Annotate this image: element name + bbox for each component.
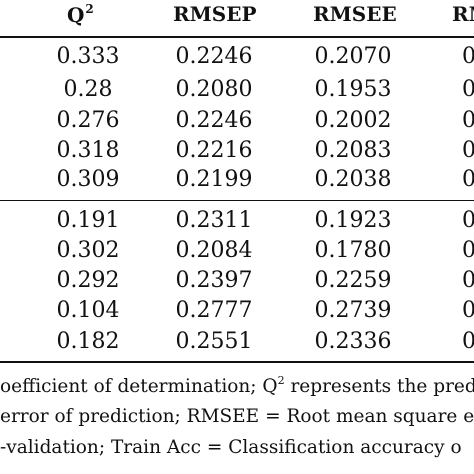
header-rule — [0, 36, 474, 38]
cell-q2: 0.276 — [56, 108, 120, 133]
footnote-line-1-sup: 2 — [277, 374, 285, 387]
cell-rmsep: 0.2311 — [175, 208, 253, 233]
cell-q2: 0.333 — [56, 44, 120, 69]
header-rmsee: RMSEE — [313, 2, 397, 26]
cell-rmsee: 0.2038 — [314, 167, 392, 192]
cell-rmsee: 0.1953 — [314, 77, 392, 102]
cell-clipped: 0 — [462, 208, 474, 233]
footnote-line-2: error of prediction; RMSEE = Root mean s… — [0, 406, 474, 427]
cell-clipped: 0 — [462, 238, 474, 263]
cell-rmsep: 0.2216 — [175, 138, 253, 163]
cell-q2: 0.104 — [56, 298, 120, 323]
cell-clipped: 0 — [462, 268, 474, 293]
footnote-line-1: oefficient of determination; Q2 represen… — [0, 374, 474, 397]
cell-rmsep: 0.2199 — [175, 167, 253, 192]
header-q2-text: Q — [67, 3, 85, 27]
cell-rmsep: 0.2777 — [175, 298, 253, 323]
cell-q2: 0.191 — [56, 208, 120, 233]
cell-rmsee: 0.2259 — [314, 268, 392, 293]
cell-rmsee: 0.2070 — [314, 44, 392, 69]
header-q2-superscript: 2 — [85, 2, 94, 16]
cell-rmsee: 0.2083 — [314, 138, 392, 163]
header-clipped: RM — [452, 2, 474, 26]
cell-rmsee: 0.2739 — [314, 298, 392, 323]
cell-clipped: 0 — [462, 167, 474, 192]
footnote-line-1-b: represents the pred — [284, 376, 474, 397]
group-divider — [0, 200, 474, 201]
cell-rmsep: 0.2084 — [175, 238, 253, 263]
cell-q2: 0.28 — [63, 77, 113, 102]
cell-rmsep: 0.2080 — [175, 77, 253, 102]
cell-q2: 0.182 — [56, 329, 120, 354]
cell-clipped: 0 — [462, 77, 474, 102]
cell-clipped: 0 — [462, 44, 474, 69]
cell-rmsep: 0.2397 — [175, 268, 253, 293]
cell-rmsep: 0.2246 — [175, 108, 253, 133]
header-q2: Q2 — [67, 2, 94, 27]
cell-clipped: 0 — [462, 108, 474, 133]
cell-q2: 0.302 — [56, 238, 120, 263]
footnote-line-3: -validation; Train Acc = Classification … — [0, 437, 462, 458]
cell-q2: 0.318 — [56, 138, 120, 163]
cell-rmsep: 0.2246 — [175, 44, 253, 69]
cell-rmsee: 0.1780 — [314, 238, 392, 263]
cell-q2: 0.292 — [56, 268, 120, 293]
cell-clipped: 0 — [462, 329, 474, 354]
footnote-line-1-a: oefficient of determination; Q — [0, 376, 278, 397]
table-bottom-rule — [0, 361, 474, 363]
cell-clipped: 0 — [462, 298, 474, 323]
cell-rmsee: 0.2002 — [314, 108, 392, 133]
cell-rmsee: 0.1923 — [314, 208, 392, 233]
cell-q2: 0.309 — [56, 167, 120, 192]
cell-rmsep: 0.2551 — [175, 329, 253, 354]
header-rmsep: RMSEP — [173, 2, 257, 26]
cell-rmsee: 0.2336 — [314, 329, 392, 354]
cell-clipped: 0 — [462, 138, 474, 163]
